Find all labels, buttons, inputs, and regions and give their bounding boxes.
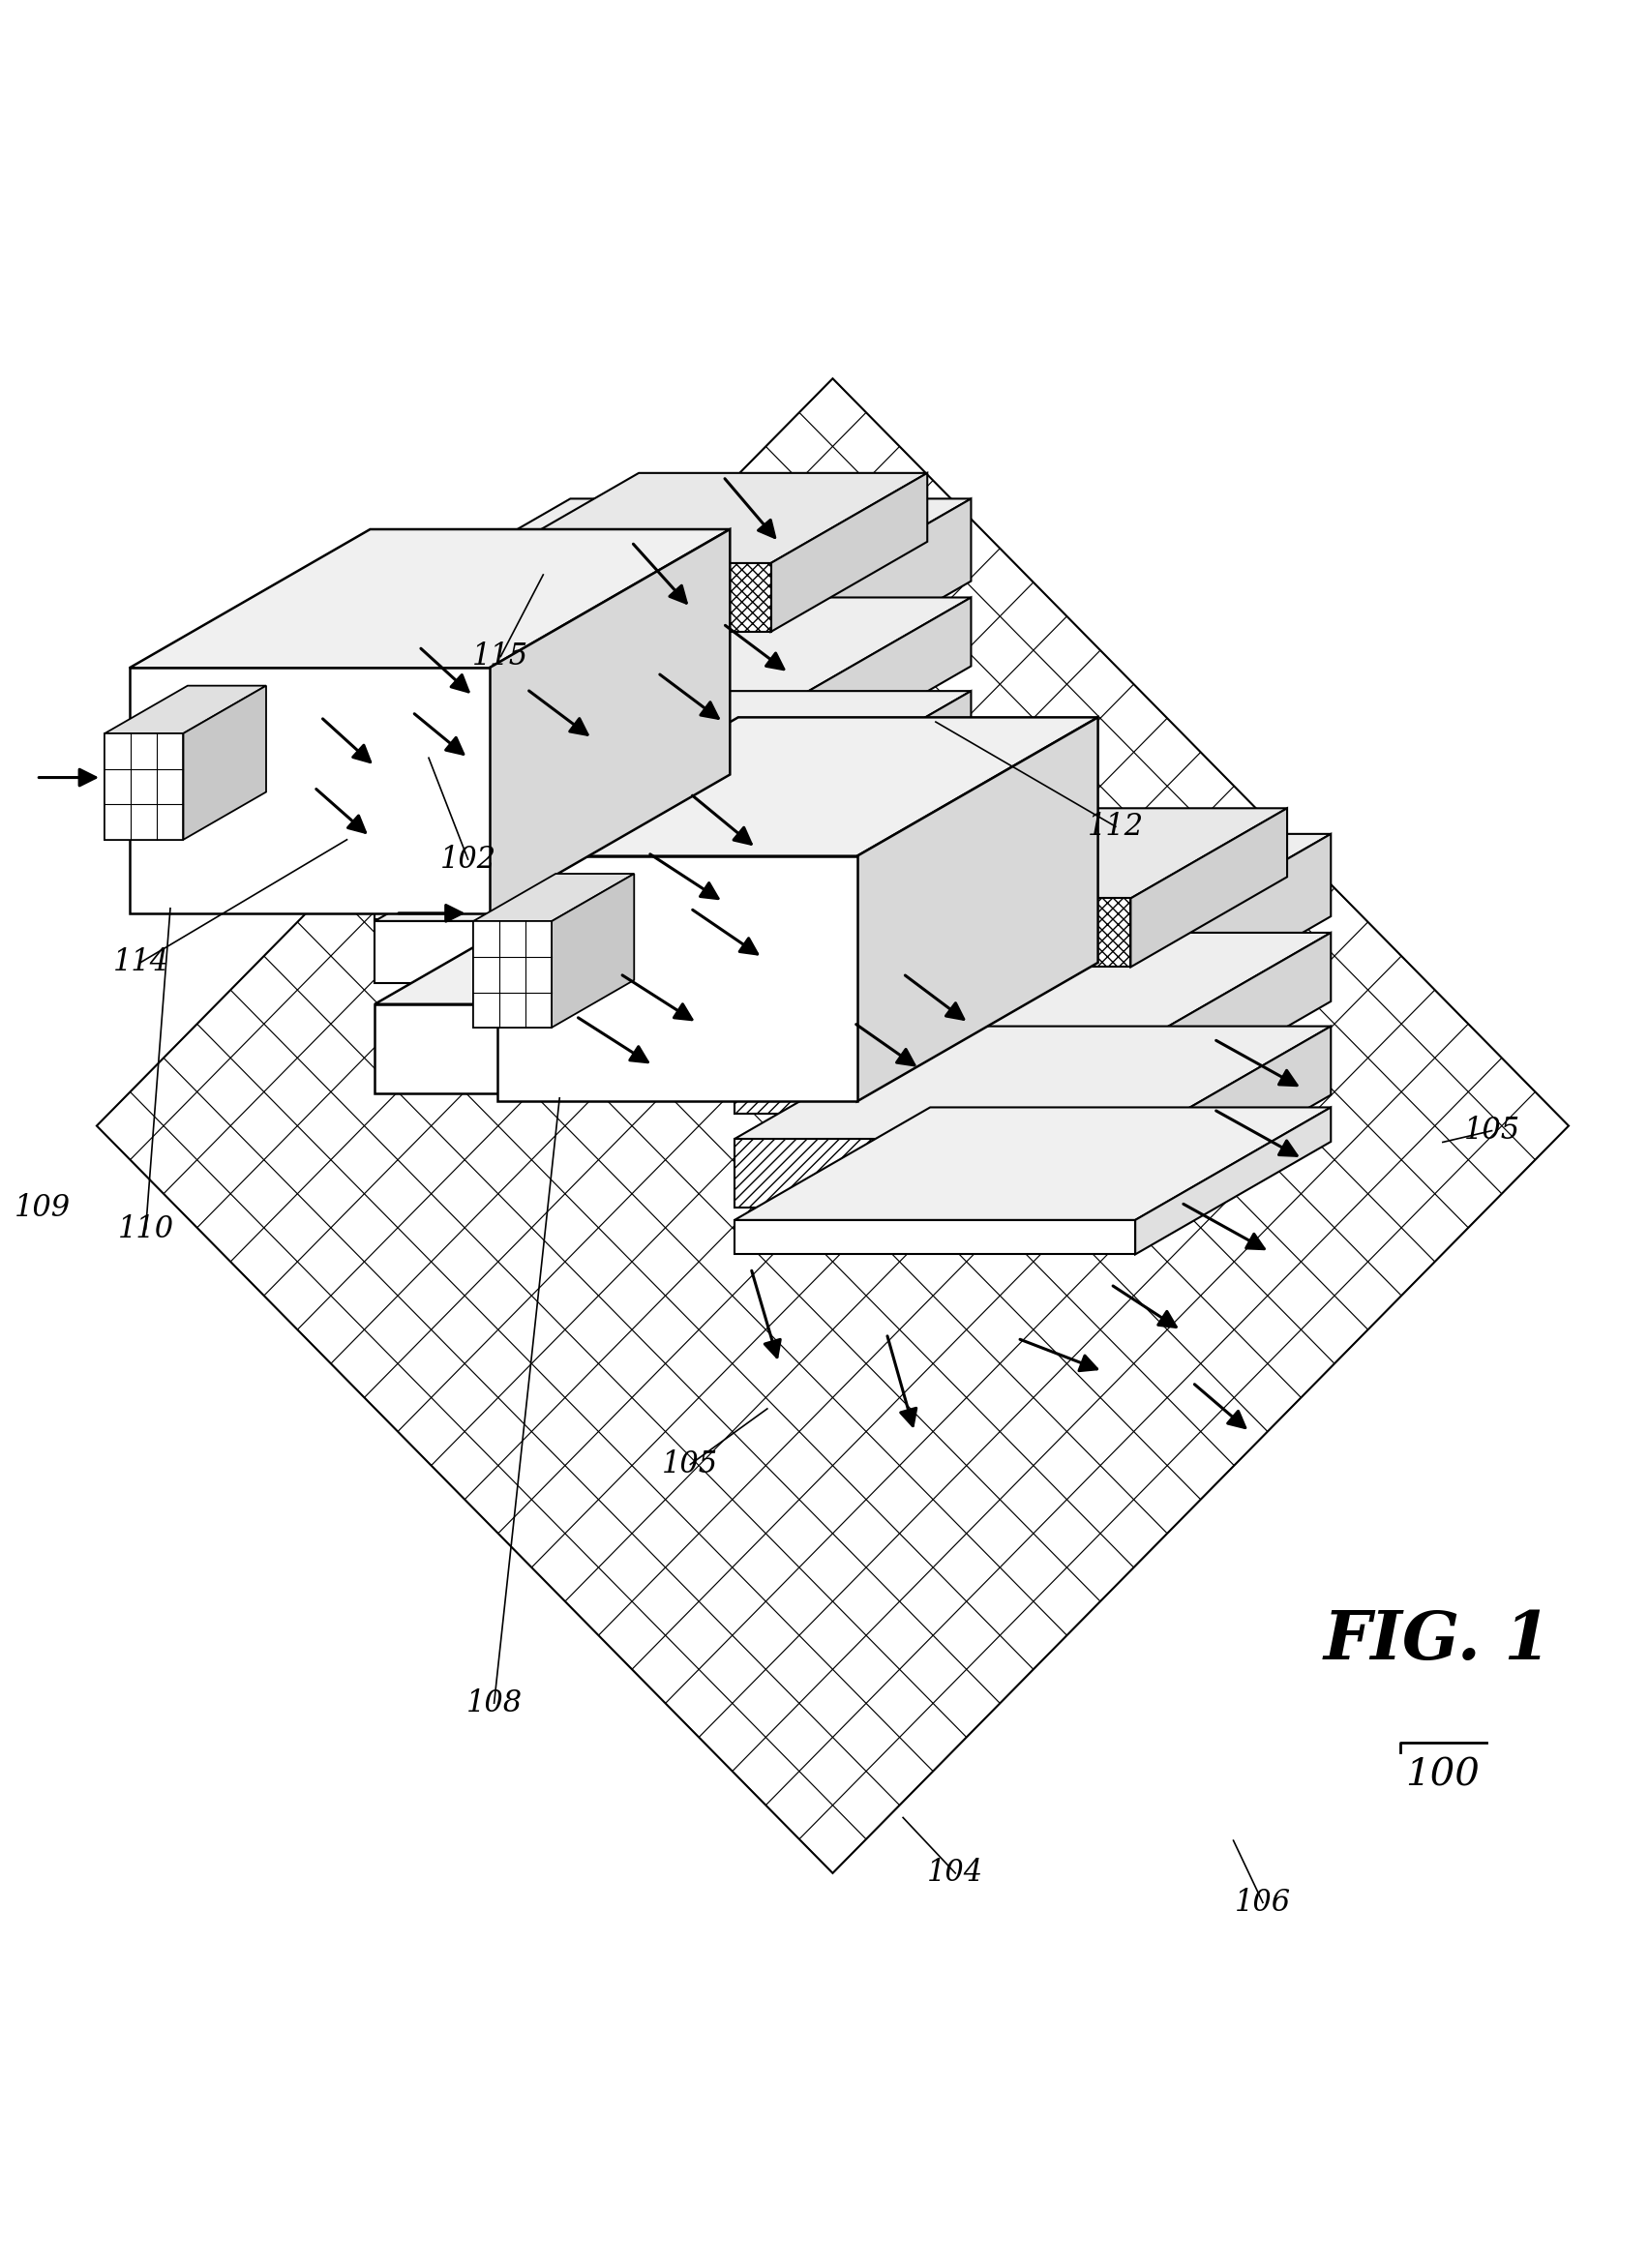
Polygon shape <box>97 379 1568 1873</box>
Text: FIG. 1: FIG. 1 <box>1324 1608 1552 1674</box>
Polygon shape <box>551 873 635 1027</box>
Polygon shape <box>843 807 1288 898</box>
Polygon shape <box>843 898 1131 966</box>
Polygon shape <box>1135 1107 1331 1254</box>
Polygon shape <box>734 1046 1135 1114</box>
Polygon shape <box>775 891 971 1093</box>
Polygon shape <box>473 921 551 1027</box>
Text: 108: 108 <box>467 1687 523 1719</box>
Polygon shape <box>374 596 971 710</box>
Polygon shape <box>129 669 490 914</box>
Polygon shape <box>498 717 1098 855</box>
Text: 106: 106 <box>1235 1887 1291 1916</box>
Text: 109: 109 <box>15 1193 71 1222</box>
Polygon shape <box>374 692 971 803</box>
Text: 114: 114 <box>112 948 168 978</box>
Polygon shape <box>374 885 775 919</box>
Polygon shape <box>490 528 731 914</box>
Polygon shape <box>106 733 183 839</box>
Polygon shape <box>97 379 1568 1873</box>
Polygon shape <box>374 771 971 885</box>
Polygon shape <box>106 685 265 733</box>
Polygon shape <box>775 807 971 982</box>
Polygon shape <box>1135 1025 1331 1207</box>
Text: 110: 110 <box>117 1213 173 1243</box>
Polygon shape <box>374 921 775 982</box>
Polygon shape <box>374 499 971 612</box>
Text: 105: 105 <box>1464 1116 1520 1145</box>
Polygon shape <box>1135 835 1331 1030</box>
Text: 102: 102 <box>440 844 496 873</box>
Polygon shape <box>498 855 857 1102</box>
Text: 112: 112 <box>1087 812 1144 841</box>
Polygon shape <box>129 528 731 669</box>
Text: 104: 104 <box>927 1857 983 1889</box>
Polygon shape <box>374 891 971 1005</box>
Polygon shape <box>374 612 775 694</box>
Polygon shape <box>734 1107 1331 1220</box>
Polygon shape <box>374 803 775 873</box>
Polygon shape <box>482 562 770 633</box>
Polygon shape <box>734 1139 1135 1207</box>
Polygon shape <box>473 921 551 1027</box>
Polygon shape <box>482 474 927 562</box>
Polygon shape <box>374 710 775 778</box>
Polygon shape <box>857 717 1098 1102</box>
Polygon shape <box>775 596 971 778</box>
Polygon shape <box>734 1220 1135 1254</box>
Polygon shape <box>775 692 971 873</box>
Polygon shape <box>374 807 971 921</box>
Polygon shape <box>775 771 971 919</box>
Polygon shape <box>183 685 265 839</box>
Polygon shape <box>734 932 1331 1046</box>
Polygon shape <box>734 835 1331 946</box>
Polygon shape <box>734 1025 1331 1139</box>
Polygon shape <box>1131 807 1288 966</box>
Text: 105: 105 <box>663 1449 719 1479</box>
Polygon shape <box>473 873 635 921</box>
Text: 115: 115 <box>473 642 529 671</box>
Text: 100: 100 <box>1405 1758 1479 1794</box>
Polygon shape <box>374 1005 775 1093</box>
Polygon shape <box>770 474 927 633</box>
Polygon shape <box>775 499 971 694</box>
Polygon shape <box>734 946 1135 1030</box>
Polygon shape <box>1135 932 1331 1114</box>
Polygon shape <box>106 733 183 839</box>
